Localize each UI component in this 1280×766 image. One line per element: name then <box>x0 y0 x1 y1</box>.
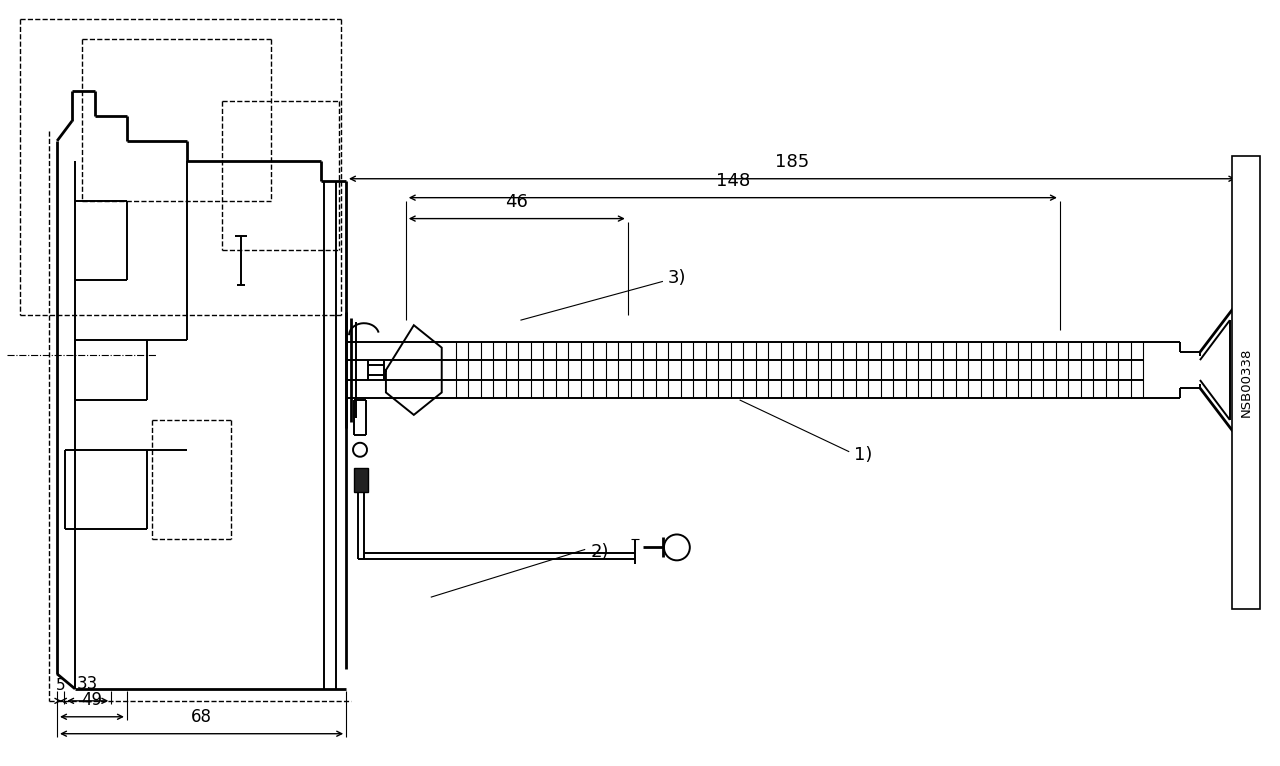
Text: 1): 1) <box>854 446 873 463</box>
Text: 68: 68 <box>191 708 212 725</box>
FancyBboxPatch shape <box>355 468 367 492</box>
Text: NSB00338: NSB00338 <box>1239 348 1252 417</box>
Text: 148: 148 <box>716 172 750 190</box>
Text: 3): 3) <box>668 270 686 287</box>
Text: 185: 185 <box>774 152 809 171</box>
Text: 46: 46 <box>506 192 529 211</box>
Text: 5: 5 <box>56 678 65 693</box>
Text: 49: 49 <box>82 691 102 709</box>
FancyBboxPatch shape <box>1231 155 1260 609</box>
Text: 33: 33 <box>77 675 99 693</box>
Text: 2): 2) <box>590 543 609 561</box>
